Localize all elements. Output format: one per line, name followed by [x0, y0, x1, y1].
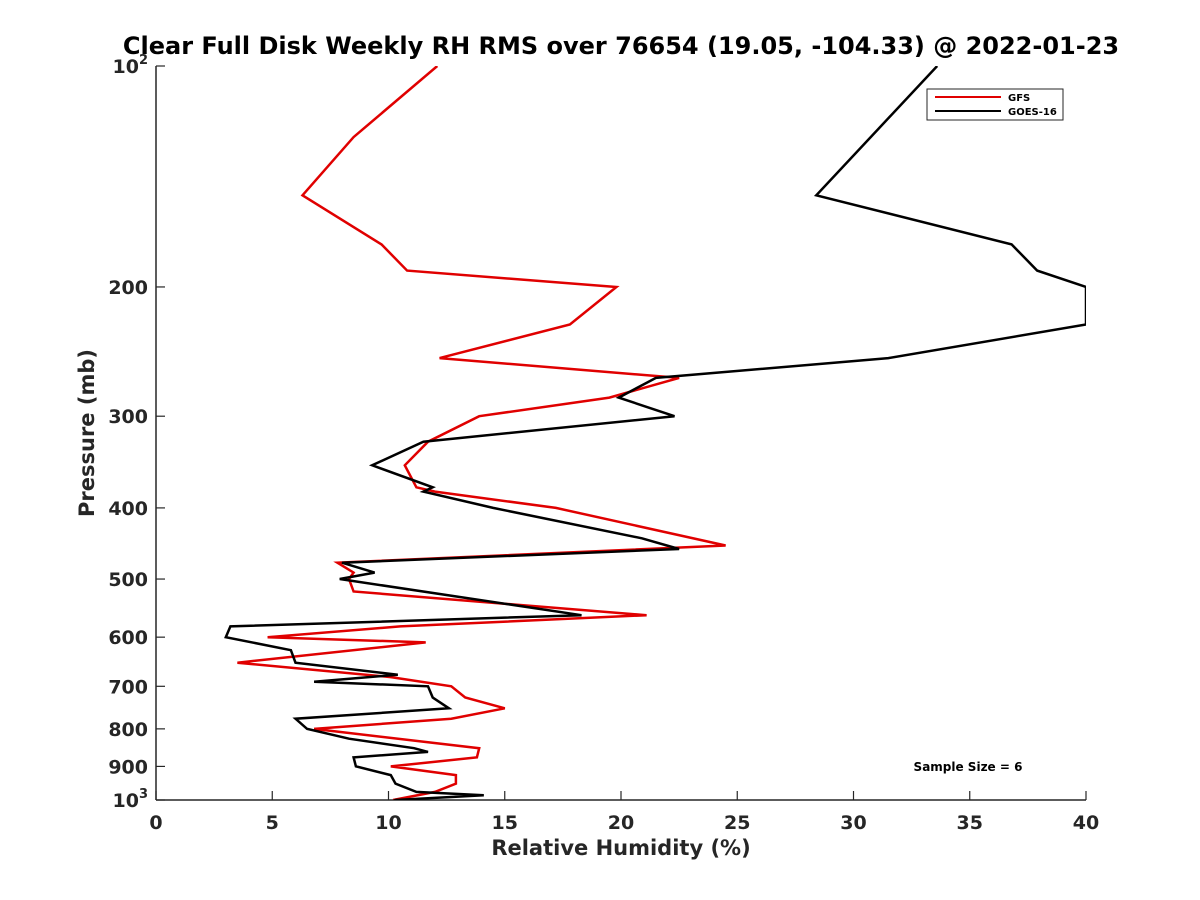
- x-tick-label: 25: [724, 812, 750, 834]
- x-tick-label: 15: [492, 812, 518, 834]
- legend: GFS GOES-16: [926, 88, 1064, 121]
- series-line-gfs: [237, 66, 726, 800]
- series-layer: [224, 66, 1086, 800]
- y-tick-label: 800: [108, 719, 148, 741]
- y-tick-label: 600: [108, 627, 148, 649]
- series-line-goes16: [224, 66, 1086, 800]
- y-tick-label: 700: [108, 676, 148, 698]
- axes-layer: [155, 65, 1087, 801]
- y-tick-label: 400: [108, 498, 148, 520]
- legend-label-goes16: GOES-16: [1008, 107, 1057, 118]
- x-tick-label: 35: [957, 812, 983, 834]
- tick-label-layer: 0 5 10 15 20 25 30 35 40 102 200 300 400 500 600 700 800…: [108, 53, 1099, 834]
- x-tick-label: 10: [375, 812, 401, 834]
- chart-title: Clear Full Disk Weekly RH RMS over 76654…: [123, 32, 1119, 60]
- y-tick-label: 300: [108, 406, 148, 428]
- legend-box: [926, 88, 1064, 121]
- y-tick-label: 103: [113, 787, 149, 812]
- x-tick-label: 30: [840, 812, 866, 834]
- legend-label-gfs: GFS: [1008, 93, 1030, 104]
- y-tick-label: 500: [108, 569, 148, 591]
- sample-size-annotation: Sample Size = 6: [914, 760, 1023, 774]
- y-axis-title: Pressure (mb): [75, 349, 99, 517]
- y-tick-label: 200: [108, 277, 148, 299]
- x-tick-label: 40: [1073, 812, 1099, 834]
- x-tick-label: 0: [149, 812, 162, 834]
- x-tick-label: 5: [266, 812, 279, 834]
- x-tick-label: 20: [608, 812, 634, 834]
- y-tick-label: 102: [113, 53, 149, 78]
- x-axis-title: Relative Humidity (%): [491, 836, 750, 860]
- y-tick-label: 900: [108, 756, 148, 778]
